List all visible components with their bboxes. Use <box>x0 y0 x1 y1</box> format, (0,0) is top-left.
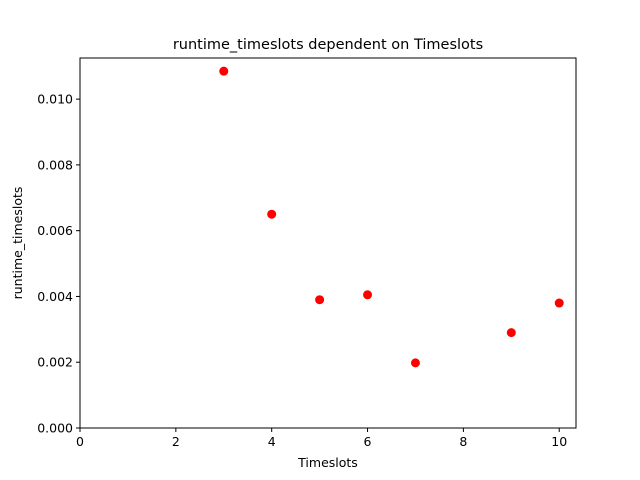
data-point <box>219 66 229 76</box>
data-point <box>410 358 420 368</box>
chart-title: runtime_timeslots dependent on Timeslots <box>173 37 483 53</box>
data-point <box>315 295 325 305</box>
data-point <box>506 328 516 338</box>
plot-frame <box>79 57 577 429</box>
x-tick-label: 2 <box>172 434 180 449</box>
x-tick-label: 6 <box>364 434 372 449</box>
x-tick-label: 8 <box>459 434 467 449</box>
x-tick-label: 0 <box>76 434 84 449</box>
x-axis-label: Timeslots <box>297 455 358 470</box>
x-tick-label: 4 <box>268 434 276 449</box>
y-axis-label: runtime_timeslots <box>10 187 25 300</box>
x-axis-ticks: 0 2 4 6 8 10 <box>76 428 567 449</box>
data-point <box>363 290 373 300</box>
y-axis-ticks: 0.000 0.002 0.004 0.006 0.008 0.010 <box>37 92 80 436</box>
data-points <box>219 66 564 368</box>
y-tick-label: 0.008 <box>37 157 73 172</box>
y-tick-label: 0.006 <box>37 223 73 238</box>
x-tick-label: 10 <box>551 434 567 449</box>
y-tick-label: 0.002 <box>37 355 73 370</box>
y-tick-label: 0.000 <box>37 421 73 436</box>
y-tick-label: 0.010 <box>37 92 73 107</box>
data-point <box>267 209 277 219</box>
data-point <box>554 298 564 308</box>
y-tick-label: 0.004 <box>37 289 73 304</box>
